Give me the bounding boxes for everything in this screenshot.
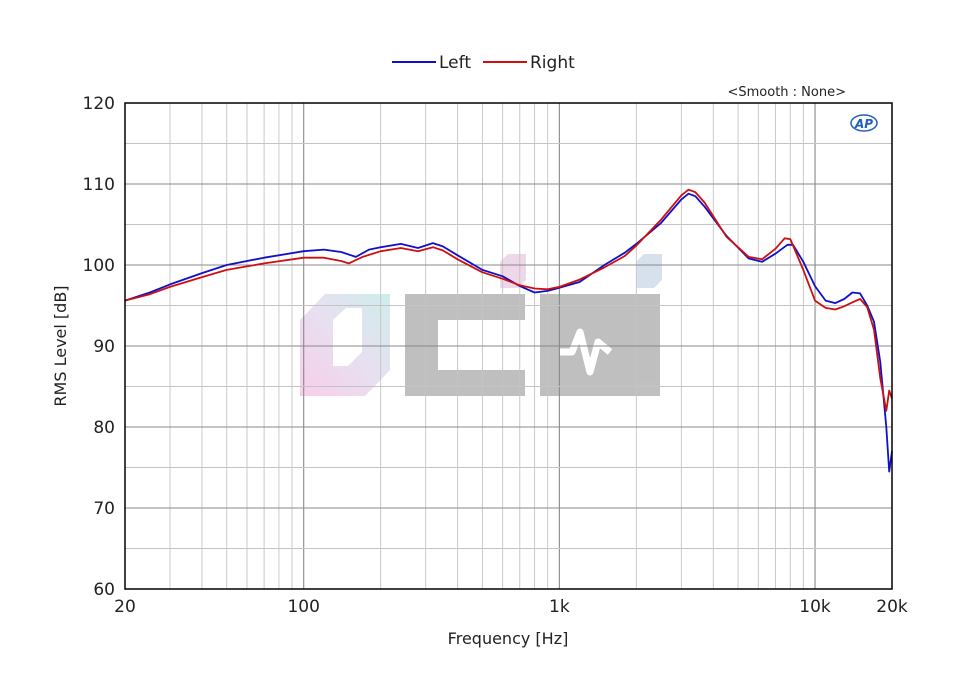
ap-logo-icon: AP: [854, 117, 873, 131]
x-tick-label: 20k: [876, 597, 908, 617]
x-tick-label: 100: [287, 597, 319, 617]
y-tick-label: 100: [83, 256, 115, 276]
series-line-left: [124, 192, 893, 473]
series-layer: [124, 188, 893, 473]
y-tick-label: 80: [93, 418, 115, 438]
x-tick-label: 10k: [799, 597, 831, 617]
y-tick-label: 70: [93, 499, 115, 519]
plot-frame: [124, 102, 893, 590]
grid-lines: [125, 103, 892, 589]
watermark-logo: [300, 254, 662, 396]
legend-label-left: Left: [439, 53, 471, 73]
legend-label-right: Right: [530, 53, 575, 73]
x-axis-label: Frequency [Hz]: [448, 629, 569, 648]
smoothing-note: <Smooth : None>: [727, 85, 846, 100]
y-tick-label: 110: [83, 175, 115, 195]
tick-labels: 20 100 1k 10k 20k 60 70 80 90 100 110 120: [83, 94, 908, 617]
y-tick-label: 90: [93, 337, 115, 357]
y-tick-label: 120: [83, 94, 115, 114]
legend: Left Right: [392, 53, 575, 73]
y-axis-label: RMS Level [dB]: [51, 285, 70, 406]
x-tick-label: 20: [114, 597, 136, 617]
series-line-right: [124, 188, 893, 412]
ap-logo-ring: [850, 114, 878, 132]
y-tick-label: 60: [93, 580, 115, 600]
x-tick-label: 1k: [549, 597, 570, 617]
